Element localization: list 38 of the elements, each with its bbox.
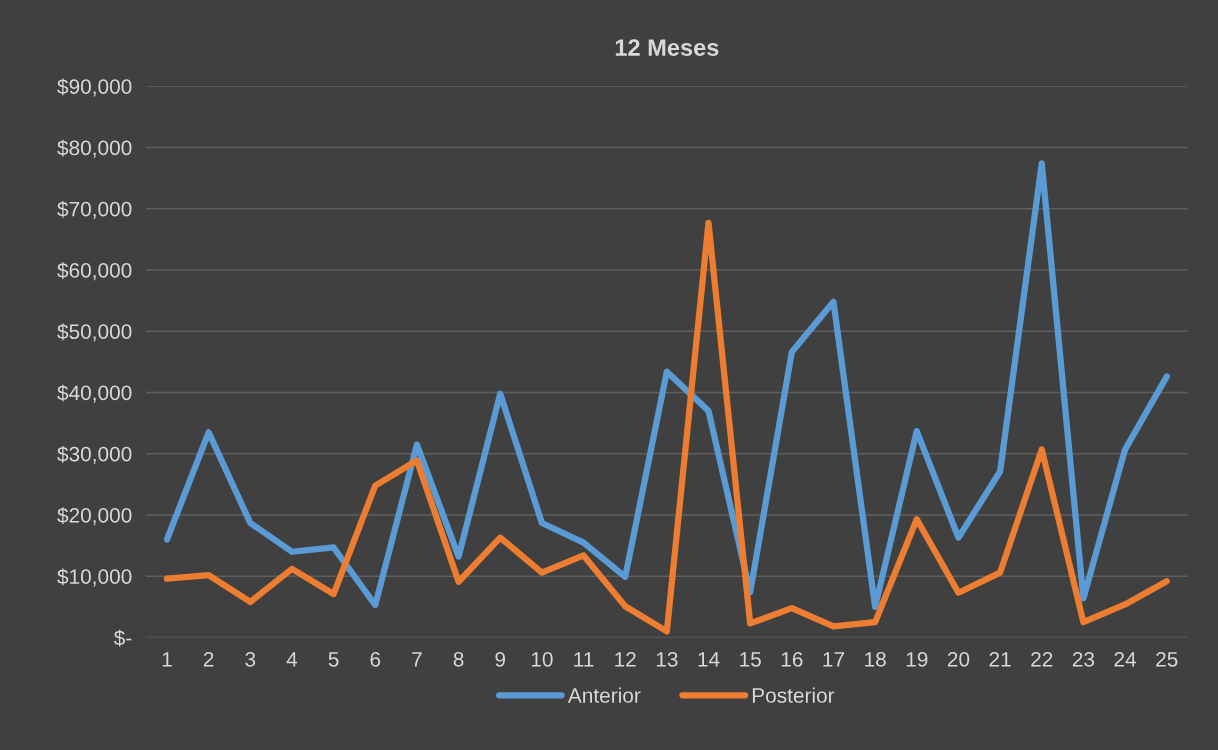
legend-label: Anterior	[567, 687, 641, 703]
y-tick-label: $40,000	[57, 384, 132, 403]
x-tick-label: 3	[245, 651, 256, 667]
y-tick-label: $90,000	[57, 78, 132, 97]
chart-title: 12 Meses	[615, 39, 719, 56]
x-tick-label: 13	[656, 651, 678, 667]
y-tick-label: $70,000	[57, 200, 132, 219]
x-tick-label: 22	[1031, 651, 1053, 667]
x-tick-label: 17	[823, 652, 845, 667]
x-tick-label: 1	[162, 652, 172, 667]
x-tick-label: 9	[495, 651, 506, 667]
x-tick-label: 23	[1072, 651, 1095, 667]
y-tick-label: $80,000	[57, 139, 132, 158]
x-tick-label: 21	[989, 651, 1011, 667]
x-tick-label: 2	[203, 651, 214, 667]
x-tick-label: 15	[740, 652, 761, 667]
x-tick-label: 7	[412, 652, 422, 667]
x-tick-label: 18	[865, 651, 886, 667]
x-tick-label: 4	[286, 652, 298, 667]
x-tick-label: 16	[781, 651, 803, 667]
y-tick-label: $60,000	[57, 262, 132, 281]
x-tick-label: 19	[906, 651, 928, 667]
y-tick-label: $20,000	[57, 507, 132, 526]
y-tick-label: $10,000	[57, 568, 132, 587]
y-tick-label: $30,000	[57, 445, 132, 464]
y-tick-label: $50,000	[57, 323, 132, 342]
x-tick-label: 12	[615, 651, 636, 667]
x-tick-label: 20	[947, 651, 970, 667]
x-tick-label: 11	[574, 652, 594, 667]
x-tick-label: 5	[328, 652, 339, 667]
legend-label: Posterior	[752, 687, 835, 703]
x-tick-label: 6	[370, 651, 381, 667]
x-tick-label: 8	[453, 651, 464, 667]
x-tick-label: 14	[698, 652, 720, 667]
x-tick-label: 24	[1114, 651, 1137, 667]
y-tick-label: $-	[113, 629, 132, 647]
x-tick-label: 10	[531, 651, 553, 667]
x-tick-label: 25	[1156, 651, 1178, 667]
